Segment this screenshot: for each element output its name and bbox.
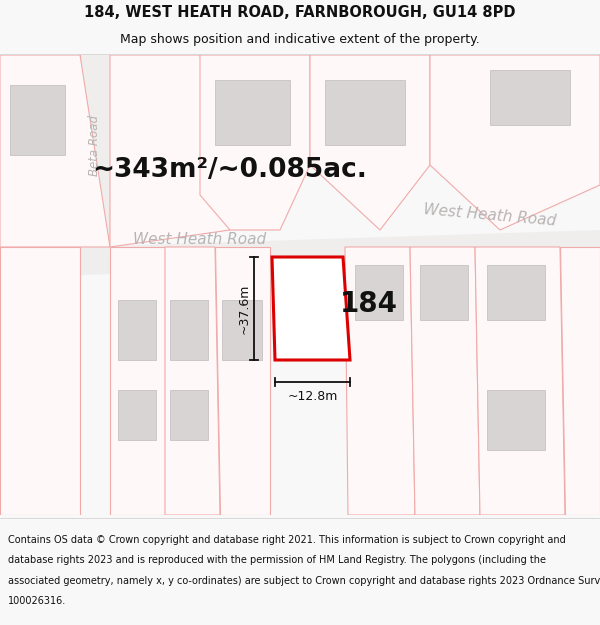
Text: Beta Road: Beta Road <box>89 114 101 176</box>
Bar <box>420 265 468 320</box>
Polygon shape <box>200 55 310 230</box>
Polygon shape <box>165 247 220 515</box>
Bar <box>325 80 405 145</box>
Text: 100026316.: 100026316. <box>8 596 66 606</box>
Polygon shape <box>272 257 350 360</box>
Bar <box>490 70 570 125</box>
Bar <box>487 390 545 450</box>
Text: West Heath Road: West Heath Road <box>133 232 266 248</box>
Polygon shape <box>0 247 80 515</box>
Polygon shape <box>310 55 430 230</box>
Polygon shape <box>110 55 230 247</box>
Text: Map shows position and indicative extent of the property.: Map shows position and indicative extent… <box>120 33 480 46</box>
Text: 184, WEST HEATH ROAD, FARNBOROUGH, GU14 8PD: 184, WEST HEATH ROAD, FARNBOROUGH, GU14 … <box>84 4 516 19</box>
Polygon shape <box>430 55 600 230</box>
Text: associated geometry, namely x, y co-ordinates) are subject to Crown copyright an: associated geometry, namely x, y co-ordi… <box>8 576 600 586</box>
Text: West Heath Road: West Heath Road <box>423 202 557 228</box>
Polygon shape <box>0 55 80 247</box>
Bar <box>215 80 290 145</box>
Polygon shape <box>410 247 480 515</box>
Polygon shape <box>110 247 165 515</box>
Polygon shape <box>475 247 565 515</box>
Bar <box>170 390 208 440</box>
Text: Contains OS data © Crown copyright and database right 2021. This information is : Contains OS data © Crown copyright and d… <box>8 535 566 545</box>
Polygon shape <box>215 247 270 515</box>
Text: ~37.6m: ~37.6m <box>238 283 251 334</box>
Bar <box>118 300 156 360</box>
Polygon shape <box>0 55 110 247</box>
Text: ~12.8m: ~12.8m <box>287 389 338 402</box>
Text: database rights 2023 and is reproduced with the permission of HM Land Registry. : database rights 2023 and is reproduced w… <box>8 555 546 565</box>
Polygon shape <box>80 230 600 275</box>
Polygon shape <box>80 55 110 250</box>
Polygon shape <box>345 247 415 515</box>
Bar <box>10 85 65 155</box>
Text: 184: 184 <box>340 289 398 318</box>
Bar <box>170 300 208 360</box>
Bar <box>118 390 156 440</box>
Text: ~343m²/~0.085ac.: ~343m²/~0.085ac. <box>92 157 367 183</box>
Polygon shape <box>560 247 600 515</box>
Bar <box>355 265 403 320</box>
Bar <box>222 300 262 360</box>
Bar <box>487 265 545 320</box>
